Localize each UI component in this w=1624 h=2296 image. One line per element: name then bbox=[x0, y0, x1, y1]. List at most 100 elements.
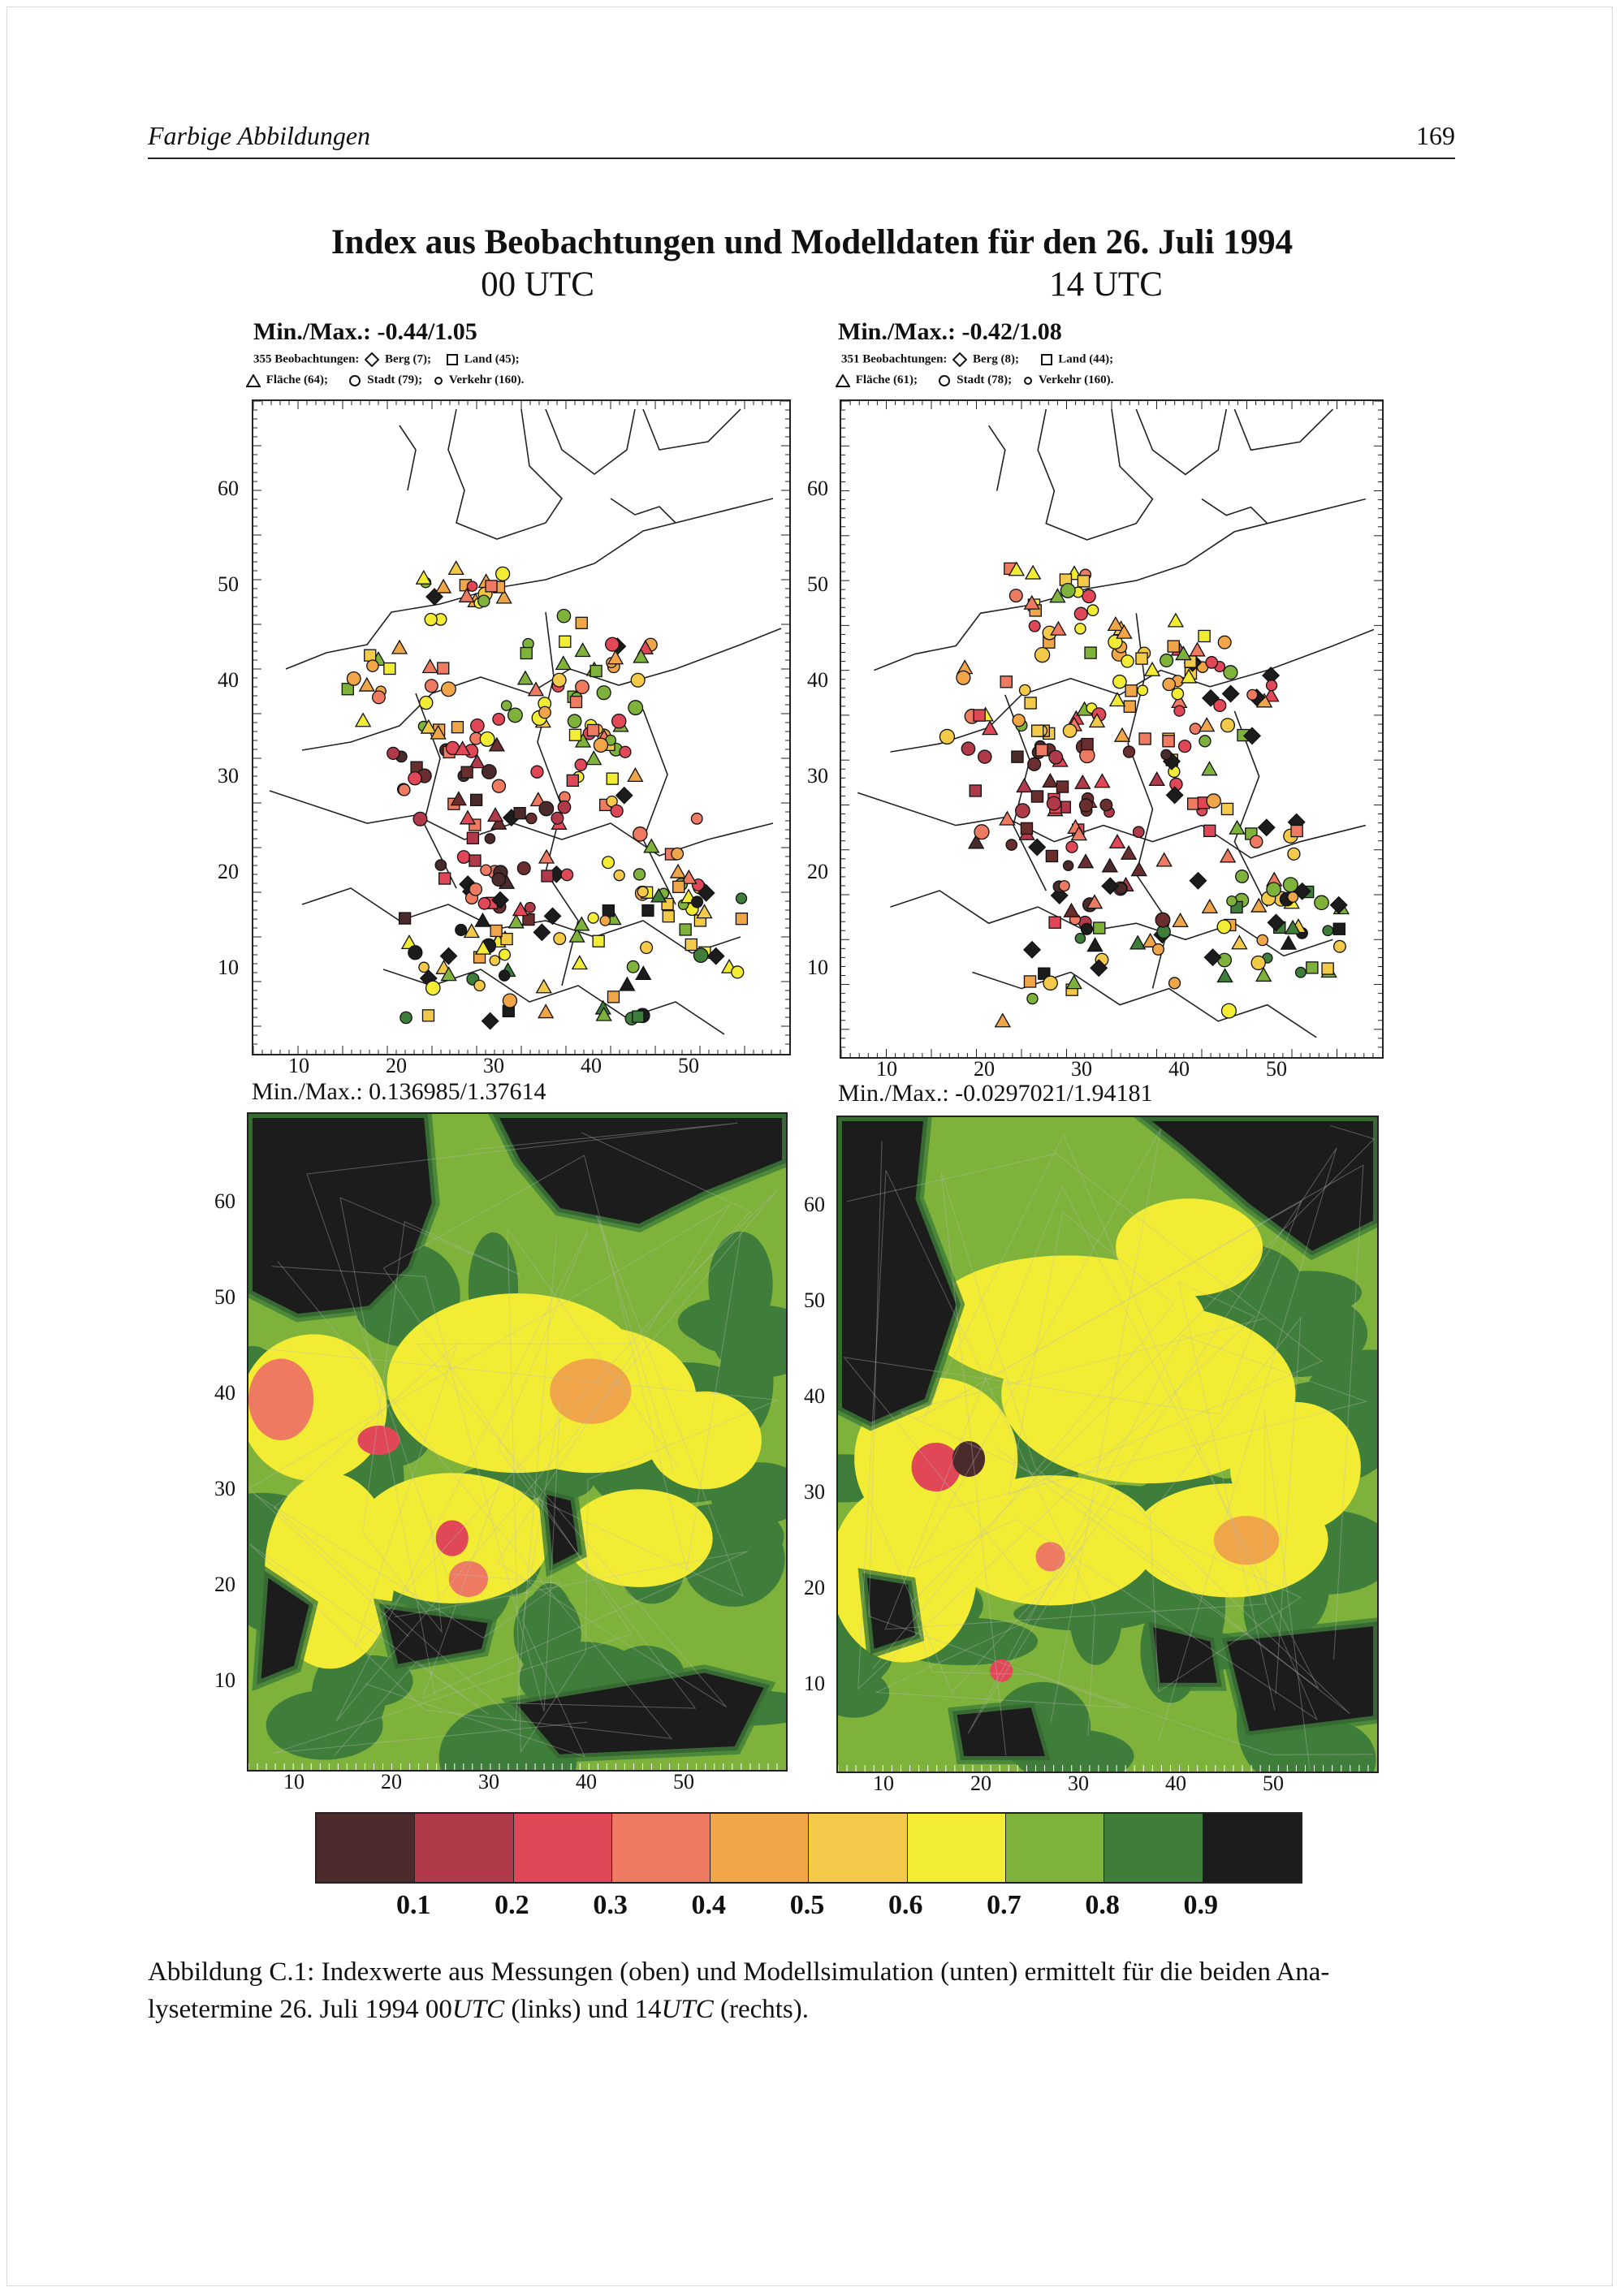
observation-marker bbox=[1267, 913, 1285, 932]
caption-line2-c: (links) und 14 bbox=[504, 1995, 662, 2024]
x-tick-label: 20 bbox=[381, 1770, 402, 1793]
observation-marker bbox=[967, 834, 985, 849]
observation-marker bbox=[424, 612, 438, 627]
observation-marker bbox=[1255, 967, 1272, 982]
observation-marker bbox=[1023, 594, 1040, 610]
observation-marker bbox=[512, 901, 529, 917]
colorbar-tick-label: 0.5 bbox=[789, 1890, 825, 1920]
obs-left-berg: Berg (7); bbox=[384, 352, 431, 366]
observation-marker bbox=[1213, 698, 1227, 712]
colorbar-tick-label: 0.2 bbox=[495, 1890, 529, 1920]
observation-marker bbox=[371, 690, 386, 705]
observation-marker bbox=[596, 685, 611, 701]
observation-marker bbox=[574, 758, 588, 771]
observation-marker bbox=[1257, 818, 1276, 837]
observation-marker bbox=[1280, 934, 1298, 950]
observation-marker bbox=[735, 892, 748, 904]
observation-marker bbox=[1168, 977, 1181, 990]
time-label-left: 00 UTC bbox=[481, 265, 594, 304]
observation-marker bbox=[469, 793, 483, 806]
observation-marker bbox=[500, 700, 512, 711]
observation-marker bbox=[606, 772, 619, 785]
observation-marker bbox=[412, 811, 428, 826]
observation-marker bbox=[691, 896, 704, 908]
observation-marker bbox=[611, 714, 627, 729]
observation-marker bbox=[1086, 604, 1099, 617]
observation-marker bbox=[543, 907, 562, 926]
obs-right-stadt: Stadt (78); bbox=[957, 373, 1013, 386]
observation-marker bbox=[1050, 620, 1067, 636]
observation-marker bbox=[615, 786, 633, 805]
observation-marker bbox=[630, 672, 646, 688]
observation-marker bbox=[451, 721, 464, 734]
time-label-right: 14 UTC bbox=[1049, 265, 1163, 304]
x-tick-label: 50 bbox=[1266, 1057, 1287, 1081]
colorbar-tick-label: 0.8 bbox=[1085, 1890, 1120, 1920]
observation-marker bbox=[387, 746, 400, 761]
observation-marker bbox=[463, 923, 480, 939]
obs-left-land: Land (45); bbox=[464, 352, 520, 366]
observation-marker bbox=[440, 681, 456, 697]
observation-marker bbox=[489, 955, 501, 966]
observation-marker bbox=[1199, 735, 1212, 748]
observation-marker bbox=[479, 731, 495, 747]
observation-marker bbox=[575, 616, 588, 629]
colorbar-tick-label: 0.3 bbox=[593, 1890, 628, 1920]
caption-line1: Abbildung C.1: Indexwerte aus Messungen … bbox=[148, 1957, 1330, 1987]
x-tick-label: 20 bbox=[970, 1772, 991, 1795]
observation-marker bbox=[484, 833, 496, 844]
observation-marker bbox=[571, 955, 588, 970]
observation-marker bbox=[590, 664, 603, 678]
observation-marker bbox=[1155, 912, 1171, 928]
observation-marker bbox=[1201, 761, 1218, 776]
observation-marker bbox=[474, 912, 491, 927]
observation-marker bbox=[1030, 790, 1044, 803]
observation-marker bbox=[1082, 589, 1096, 604]
observation-marker bbox=[491, 779, 507, 793]
running-header-title: Farbige Abbildungen bbox=[148, 121, 371, 150]
observation-marker bbox=[557, 800, 572, 814]
observation-marker bbox=[383, 662, 396, 675]
x-tick-label: 10 bbox=[283, 1770, 304, 1793]
observation-marker bbox=[1217, 635, 1232, 650]
colorbar-swatch bbox=[907, 1814, 1007, 1882]
observation-marker bbox=[685, 938, 698, 952]
observation-marker bbox=[466, 580, 478, 592]
observation-marker bbox=[538, 801, 555, 817]
observation-marker bbox=[1155, 852, 1173, 867]
observation-marker bbox=[573, 916, 590, 931]
observation-marker bbox=[1265, 680, 1278, 692]
observation-marker bbox=[474, 939, 492, 955]
observation-marker bbox=[530, 765, 544, 779]
observation-marker bbox=[492, 712, 506, 726]
observation-marker bbox=[1189, 641, 1206, 657]
x-tick-label: 30 bbox=[1071, 1057, 1092, 1081]
observation-marker bbox=[1049, 588, 1066, 603]
observation-marker bbox=[458, 588, 475, 602]
observation-marker bbox=[1081, 737, 1094, 751]
observation-marker bbox=[1065, 840, 1078, 853]
observation-marker bbox=[556, 608, 572, 624]
observation-marker bbox=[567, 714, 582, 729]
observation-marker bbox=[1045, 849, 1059, 863]
observation-marker bbox=[939, 728, 956, 745]
observation-marker bbox=[541, 870, 554, 883]
obs-right-legend-line2: Fläche (61); Stadt (78); Verkehr (160). bbox=[833, 373, 1113, 387]
observation-marker bbox=[502, 993, 518, 1008]
observation-marker bbox=[418, 961, 430, 973]
observation-marker bbox=[961, 741, 976, 756]
observation-marker bbox=[1173, 705, 1186, 717]
obs-right-flaeche: Fläche (61); bbox=[855, 373, 918, 386]
observation-marker bbox=[1080, 922, 1094, 935]
x-tick-label: 40 bbox=[1165, 1772, 1186, 1795]
observation-marker bbox=[1321, 962, 1334, 975]
observation-marker bbox=[456, 850, 471, 864]
observation-marker bbox=[1123, 700, 1137, 713]
figure-title: Index aus Beobachtungen und Modelldaten … bbox=[330, 223, 1294, 261]
observation-marker bbox=[585, 750, 603, 766]
observation-marker bbox=[640, 941, 654, 955]
y-tick-label: 20 bbox=[804, 1576, 825, 1599]
small-circle-icon bbox=[1024, 376, 1033, 385]
observation-marker bbox=[525, 812, 538, 825]
observation-marker bbox=[1162, 677, 1177, 692]
